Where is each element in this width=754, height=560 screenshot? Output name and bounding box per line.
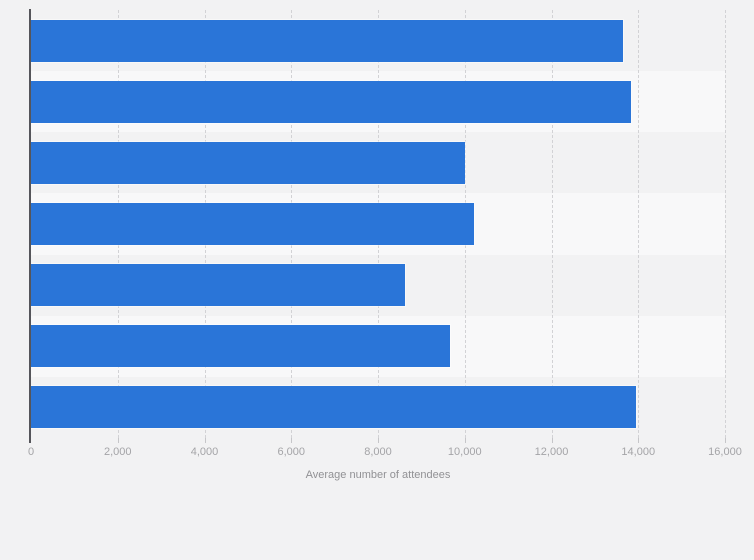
bar-chart: [31, 10, 726, 443]
x-tick-label: 10,000: [447, 446, 482, 458]
x-tick-mark: [378, 438, 379, 443]
x-tick-label: 16,000: [708, 446, 742, 458]
bar: [31, 141, 465, 184]
bar: [31, 325, 450, 368]
x-tick-label: 0: [27, 446, 35, 458]
x-tick-mark: [291, 438, 293, 443]
x-tick-label: 6,000: [277, 446, 306, 458]
x-tick-label: 12,000: [534, 446, 569, 458]
x-axis-title: Average number of attendees: [305, 469, 451, 481]
bar: [31, 386, 636, 429]
x-tick-mark: [117, 438, 119, 443]
x-tick-mark: [638, 438, 640, 443]
x-tick-mark: [464, 438, 466, 443]
gridline: [638, 10, 640, 438]
x-tick-label: 2,000: [103, 446, 132, 458]
x-tick-mark: [725, 438, 726, 443]
bar: [31, 80, 631, 123]
bar: [31, 203, 475, 245]
gridline: [551, 10, 553, 438]
x-tick-label: 4,000: [190, 446, 219, 458]
bar: [31, 264, 406, 307]
x-tick-label: 8,000: [364, 446, 392, 458]
x-tick-label: 14,000: [621, 446, 656, 458]
plot-bars: [31, 10, 725, 438]
y-axis-line: [29, 9, 31, 443]
x-axis: 0 2,000 4,000 6,000 8,000 10,000 12,000 14,000 1…: [27, 446, 742, 460]
bar: [31, 19, 623, 62]
x-tick-mark: [204, 438, 206, 443]
x-tick-mark: [551, 438, 553, 443]
gridline: [725, 10, 726, 438]
